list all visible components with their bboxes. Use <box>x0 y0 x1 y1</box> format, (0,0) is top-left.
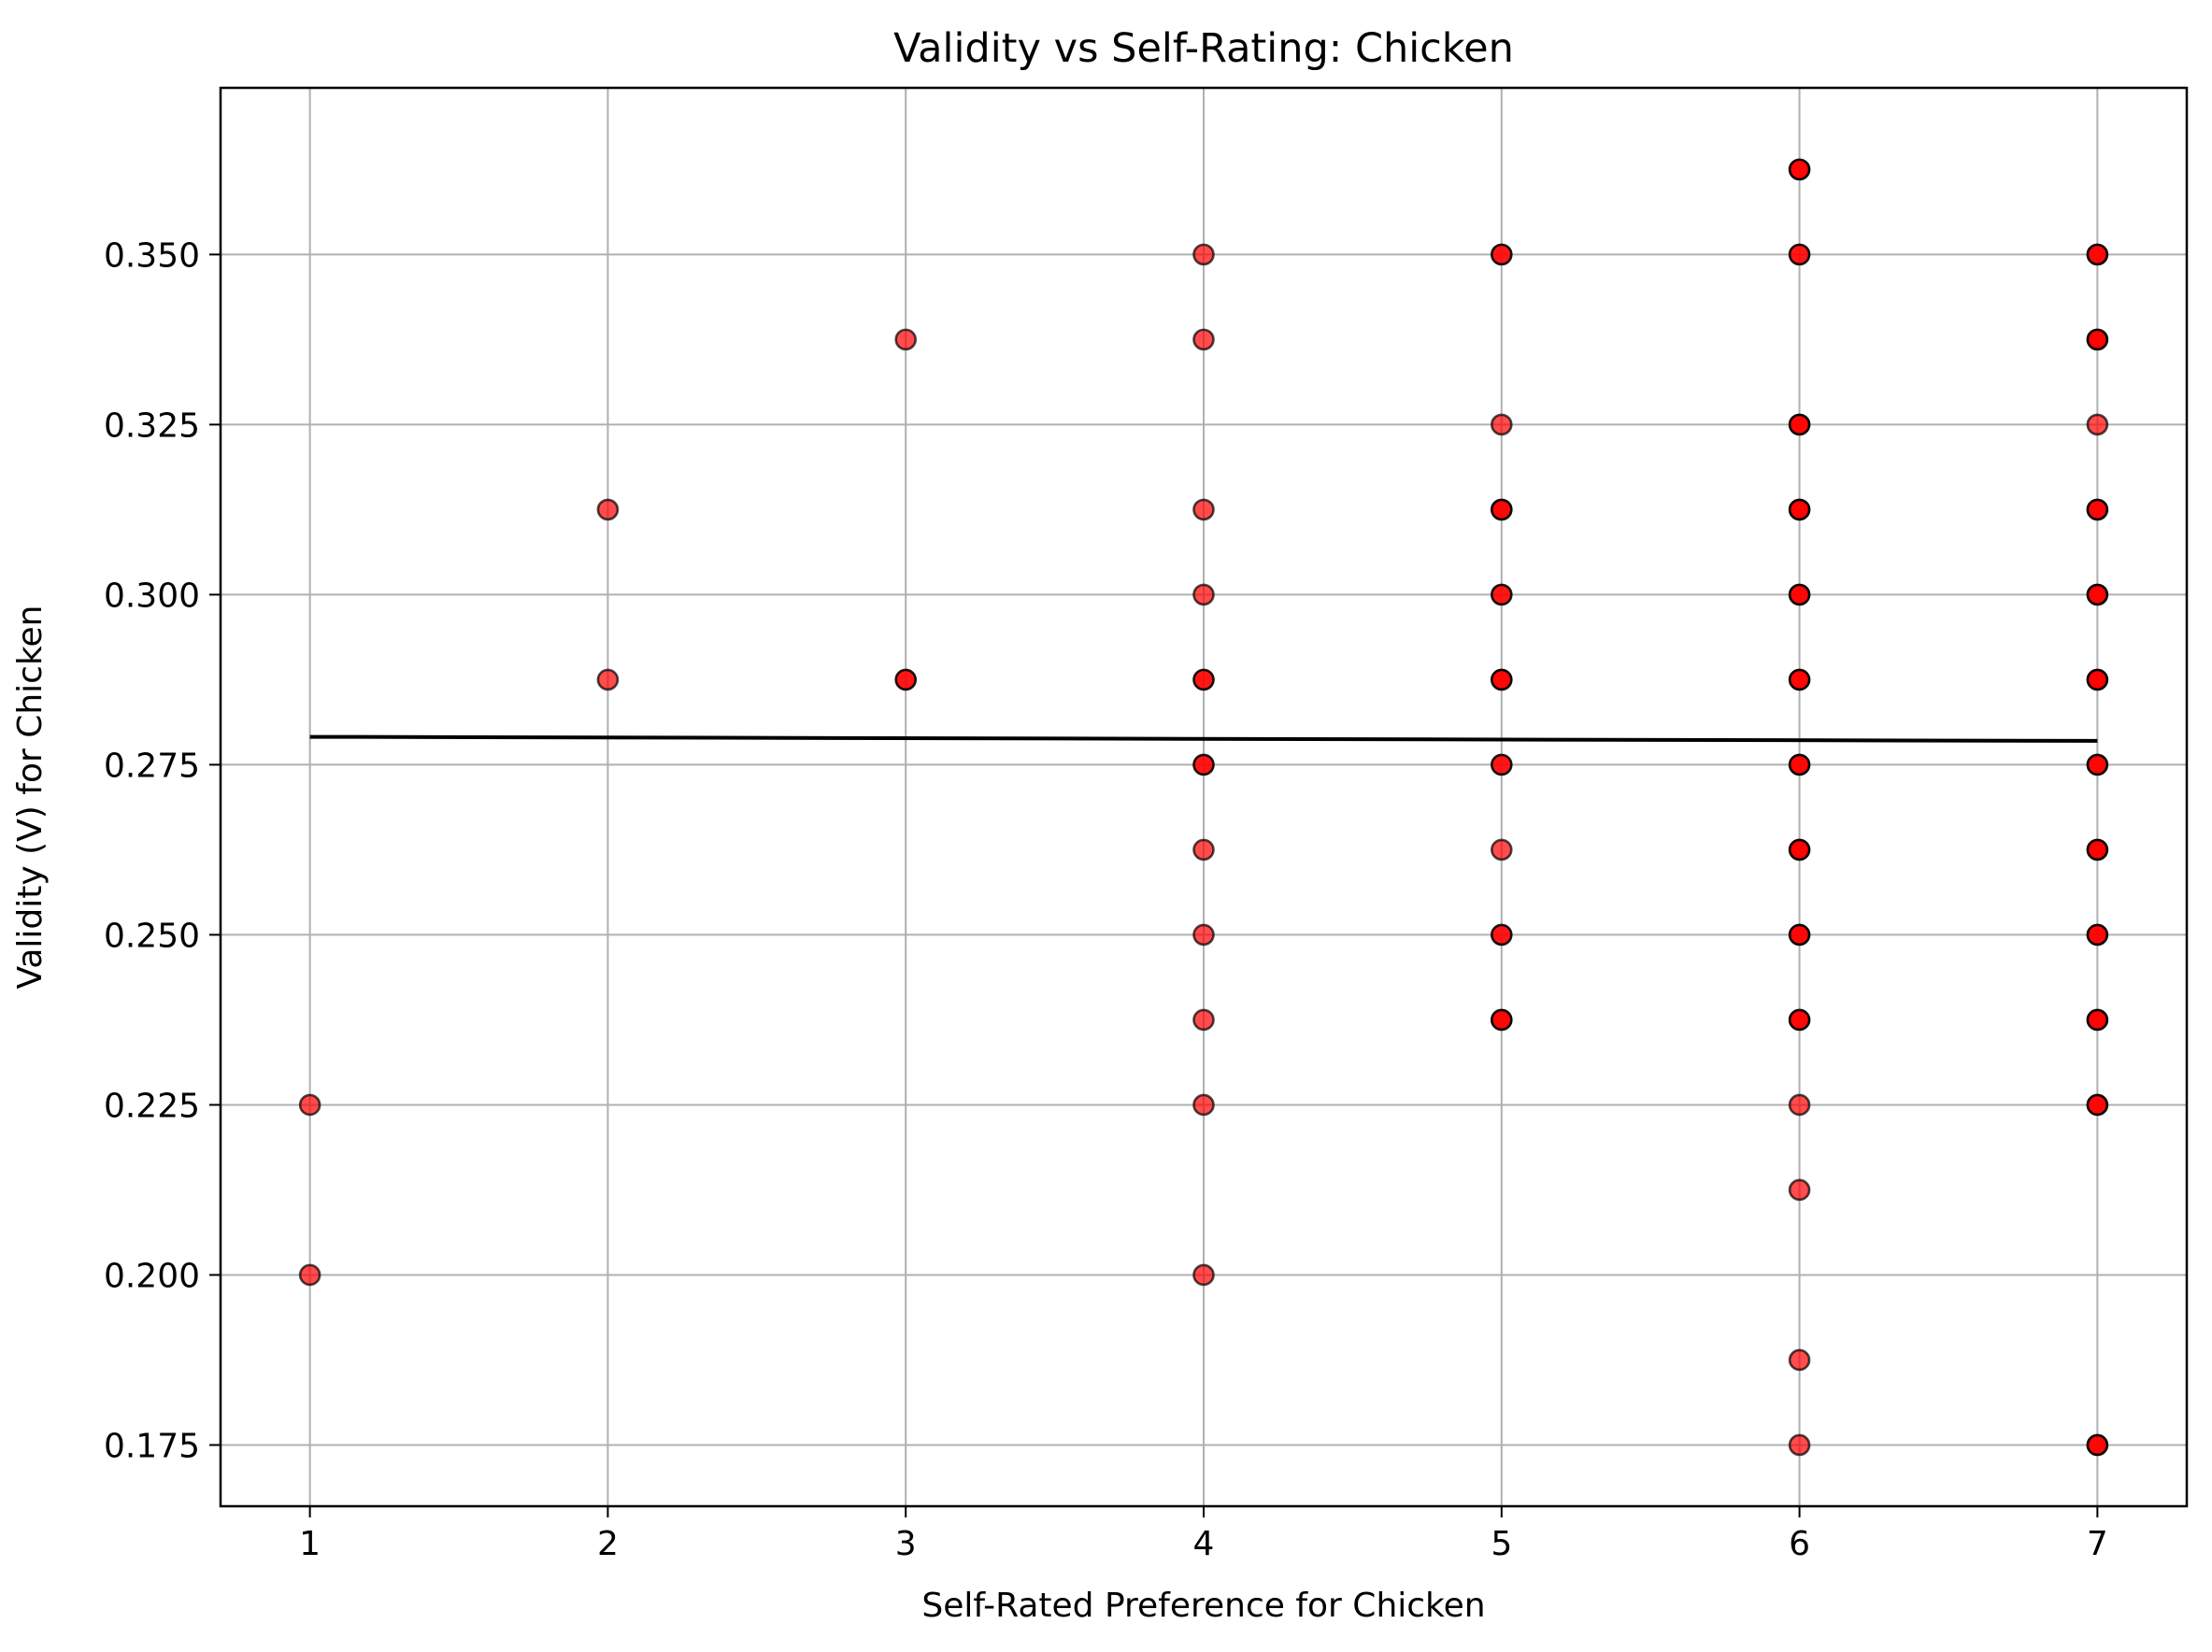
y-tick-label: 0.225 <box>104 1087 200 1125</box>
scatter-point <box>2086 1093 2109 1117</box>
scatter-point <box>1490 583 1513 606</box>
scatter-point <box>2086 243 2109 266</box>
scatter-point <box>1192 498 1215 521</box>
scatter-point <box>1192 243 1215 266</box>
scatter-point <box>2086 498 2109 521</box>
grid-layer <box>221 88 2187 1506</box>
x-tick-label: 3 <box>895 1525 917 1563</box>
scatter-point <box>1788 1093 1811 1117</box>
scatter-point <box>1788 1433 1811 1457</box>
scatter-point <box>2086 413 2109 436</box>
scatter-point <box>894 668 918 691</box>
scatter-point <box>1192 923 1215 947</box>
scatter-point <box>1788 243 1811 266</box>
ticks-layer: 1 2 3 4 5 6 7 0.175 0.200 0.225 0.250 0.275 0.300 0.3… <box>104 236 2108 1563</box>
scatter-point <box>1490 413 1513 436</box>
x-tick-label: 2 <box>597 1525 619 1563</box>
scatter-point <box>298 1263 321 1287</box>
scatter-point <box>1788 1008 1811 1032</box>
scatter-point <box>1788 583 1811 606</box>
scatter-point <box>1192 838 1215 862</box>
scatter-point <box>1490 668 1513 691</box>
chart-title: Validity vs Self-Rating: Chicken <box>893 25 1514 72</box>
y-tick-label: 0.200 <box>104 1257 200 1295</box>
scatter-point <box>1788 753 1811 776</box>
scatter-point <box>1192 1093 1215 1117</box>
x-axis-label: Self-Rated Preference for Chicken <box>921 1587 1485 1625</box>
scatter-point <box>1788 158 1811 181</box>
scatter-point <box>1788 413 1811 436</box>
scatter-point <box>1788 838 1811 862</box>
scatter-point <box>894 328 918 351</box>
scatter-point <box>2086 328 2109 351</box>
y-tick-label: 0.350 <box>104 236 200 275</box>
scatter-point <box>2086 583 2109 606</box>
marks-layer <box>298 158 2109 1457</box>
scatter-point <box>1192 1008 1215 1032</box>
scatter-point <box>1788 1348 1811 1372</box>
scatter-point <box>1490 243 1513 266</box>
scatter-point <box>2086 668 2109 691</box>
trend-layer <box>309 734 2098 743</box>
scatter-point <box>1490 498 1513 521</box>
y-tick-label: 0.325 <box>104 406 200 445</box>
y-tick-label: 0.275 <box>104 747 200 785</box>
scatter-point <box>596 668 620 691</box>
scatter-point <box>1192 753 1215 776</box>
x-tick-label: 6 <box>1789 1525 1810 1563</box>
scatter-point <box>1490 1008 1513 1032</box>
scatter-point <box>1490 753 1513 776</box>
x-tick-label: 1 <box>299 1525 321 1563</box>
scatter-point <box>1192 1263 1215 1287</box>
scatter-point <box>298 1093 321 1117</box>
y-tick-label: 0.300 <box>104 577 200 615</box>
y-tick-label: 0.250 <box>104 917 200 955</box>
x-tick-label: 5 <box>1491 1525 1512 1563</box>
scatter-point <box>1788 498 1811 521</box>
x-tick-label: 7 <box>2087 1525 2108 1563</box>
scatter-point <box>1192 668 1215 691</box>
scatter-point <box>2086 1433 2109 1457</box>
scatter-point <box>2086 1008 2109 1032</box>
y-tick-label: 0.175 <box>104 1427 200 1465</box>
scatter-point <box>1788 923 1811 947</box>
scatter-point <box>1788 668 1811 691</box>
scatter-point <box>1192 583 1215 606</box>
scatter-point <box>1490 838 1513 862</box>
x-tick-label: 4 <box>1193 1525 1215 1563</box>
scatter-point <box>1788 1178 1811 1202</box>
scatter-point <box>596 498 620 521</box>
scatter-point <box>2086 838 2109 862</box>
scatter-point <box>2086 923 2109 947</box>
y-axis-label: Validity (V) for Chicken <box>11 605 50 990</box>
scatter-point <box>2086 753 2109 776</box>
trend-line <box>309 734 2098 743</box>
scatter-point <box>1490 923 1513 947</box>
scatter-point <box>1192 328 1215 351</box>
